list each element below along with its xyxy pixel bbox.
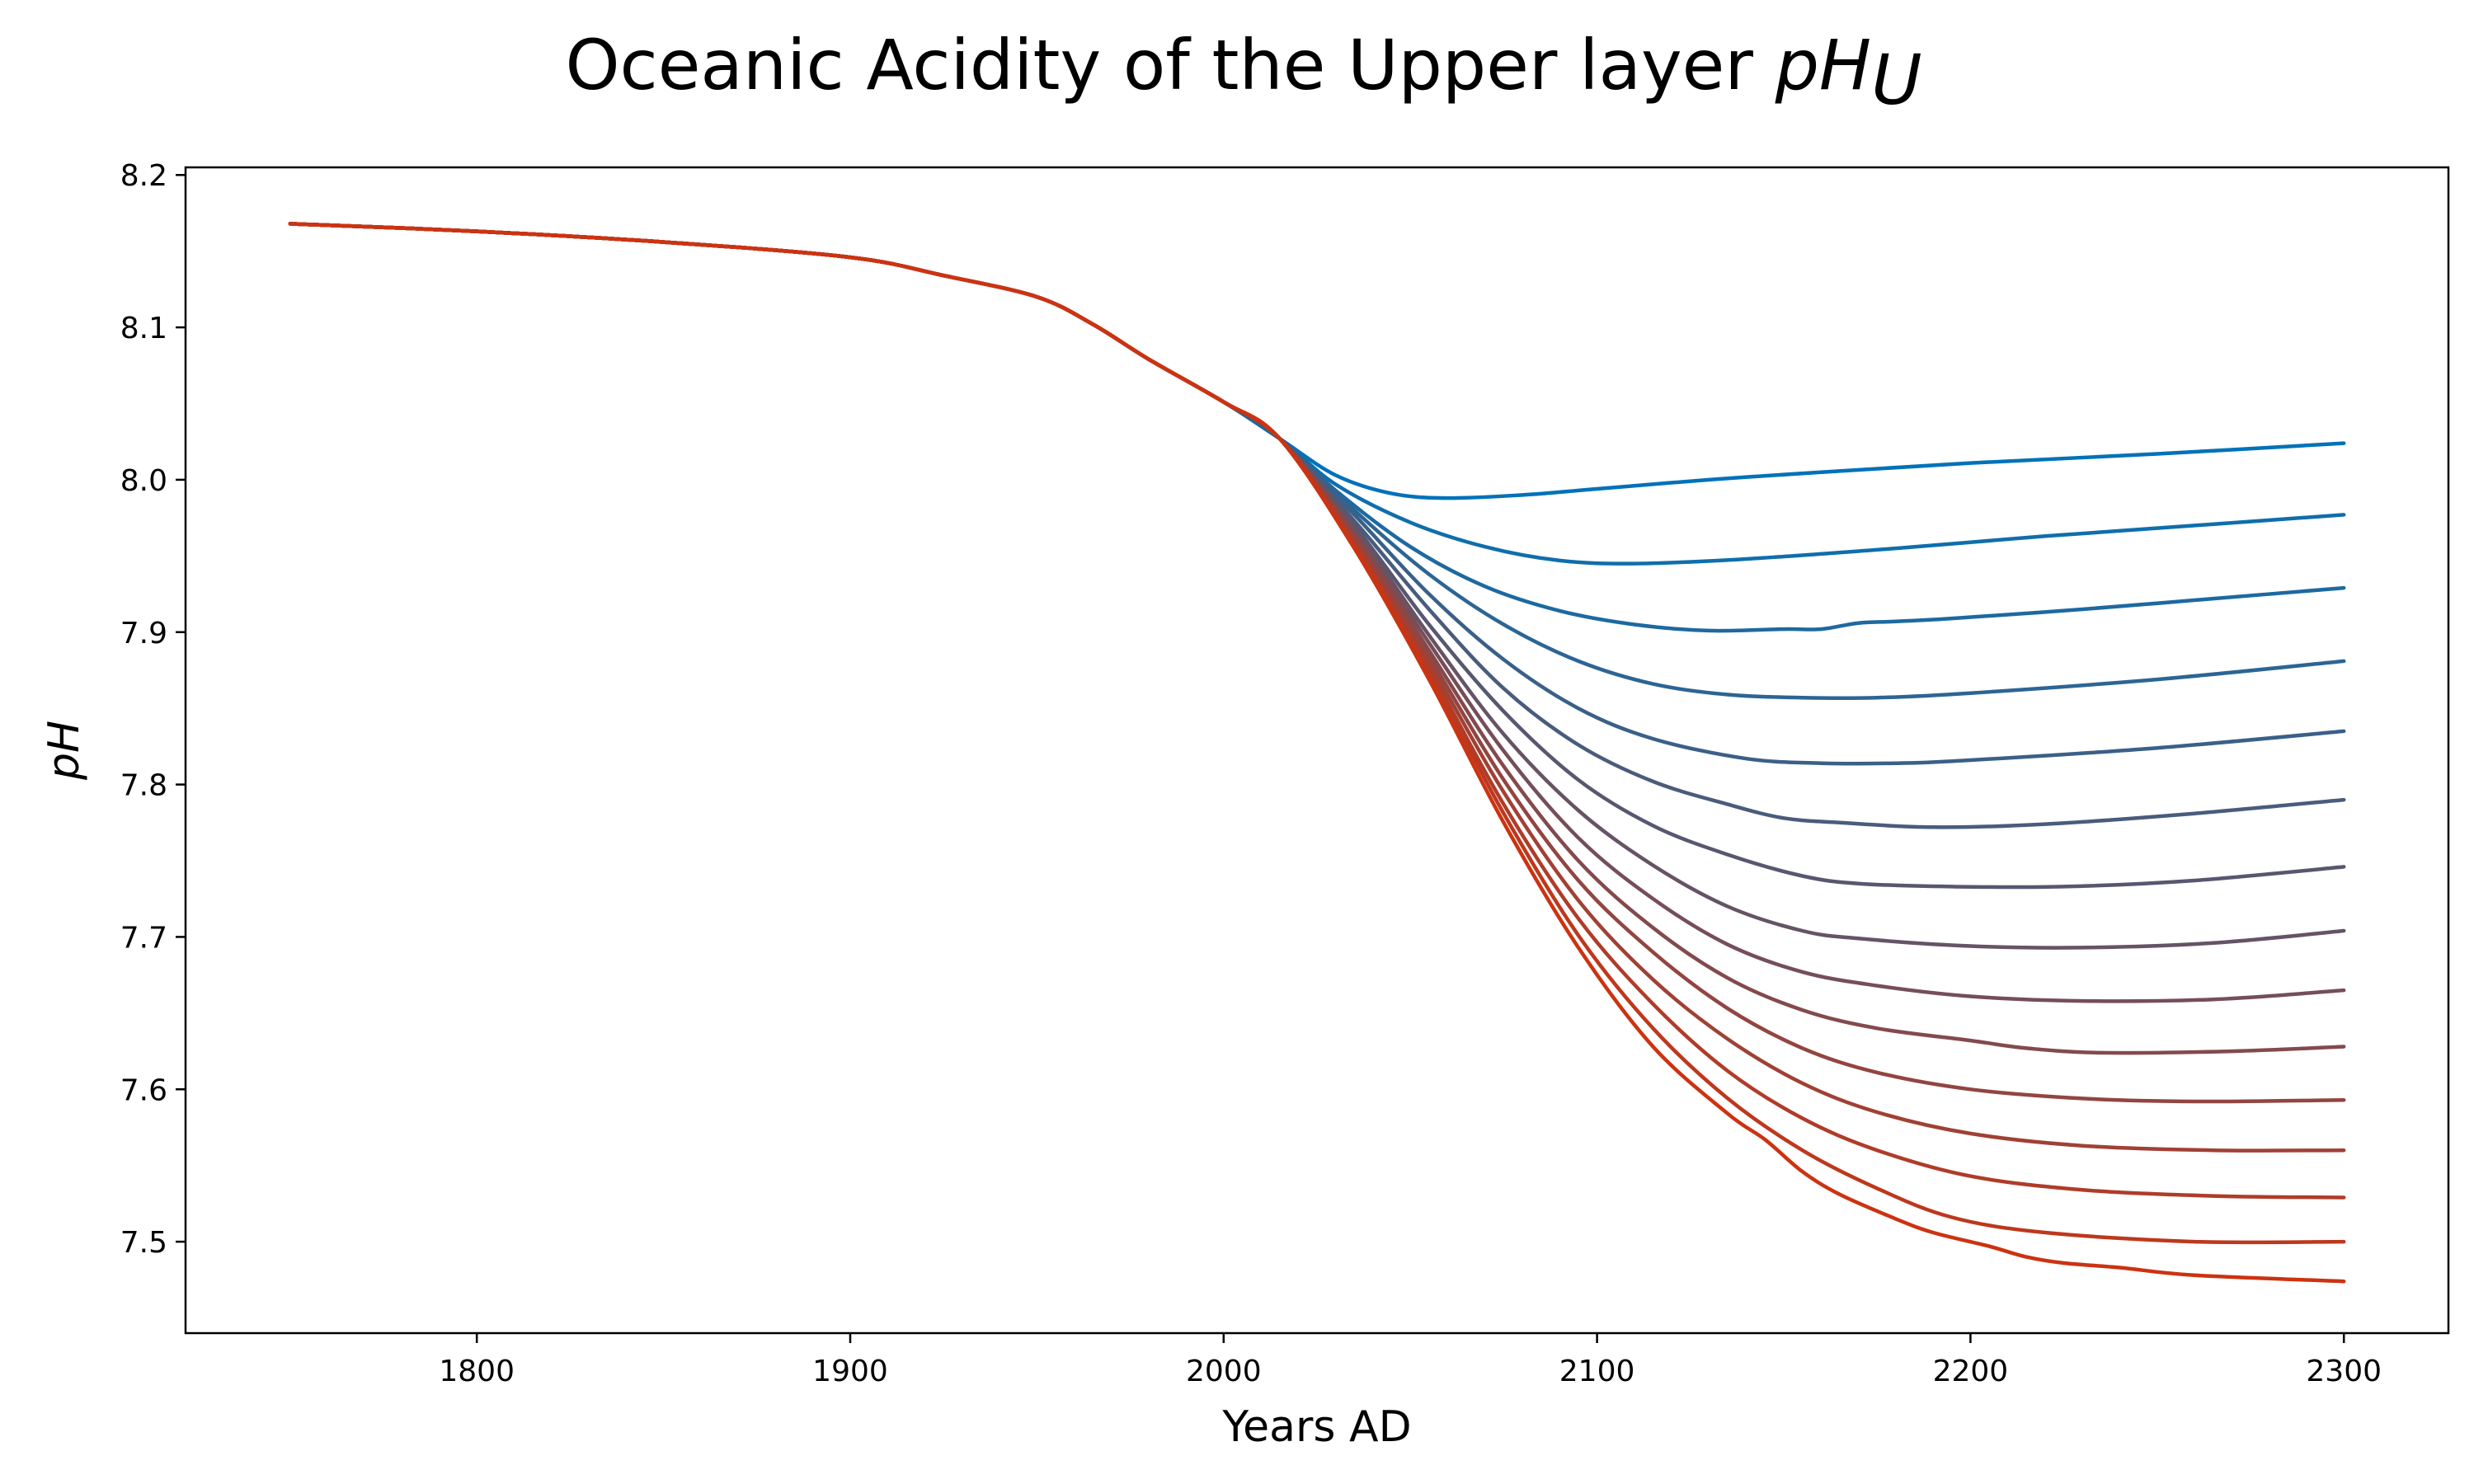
x-tick-label: 2100 [1559, 1355, 1635, 1388]
chart-title-text: Oceanic Acidity of the Upper layer [565, 25, 1753, 106]
series-line-6 [288, 222, 2346, 829]
x-tick-label: 2300 [2306, 1355, 2382, 1388]
y-tick-label: 8.2 [120, 159, 167, 193]
series-line-8 [288, 222, 2346, 950]
series-line-2 [288, 222, 2346, 566]
x-tick-label: 2200 [1933, 1355, 2009, 1388]
y-axis-label: pH [40, 721, 89, 781]
series-line-15 [288, 222, 2346, 1284]
y-tick-label: 8.0 [120, 464, 167, 498]
y-tick-label: 7.9 [120, 617, 167, 650]
series-line-1 [288, 222, 2346, 500]
y-tick-label: 8.1 [120, 312, 167, 345]
chart-title: Oceanic Acidity of the Upper layer pHU [565, 25, 1921, 120]
chart-title-math: pH [1775, 25, 1871, 106]
y-tick-label: 7.5 [120, 1226, 167, 1260]
x-tick-label: 1800 [439, 1355, 515, 1388]
series-line-14 [288, 222, 2346, 1245]
x-tick-label: 2000 [1186, 1355, 1262, 1388]
series-line-7 [288, 222, 2346, 890]
chart-title-math-subscript: U [1871, 40, 1921, 120]
y-tick-label: 7.7 [120, 921, 167, 955]
series-lines [288, 222, 2346, 1284]
y-tick-label: 7.8 [120, 769, 167, 803]
series-line-11 [288, 222, 2346, 1104]
plot-frame [184, 166, 2450, 1335]
y-tick-label: 7.6 [120, 1073, 167, 1107]
x-axis-label: Years AD [1221, 1402, 1411, 1452]
series-line-10 [288, 222, 2346, 1055]
series-line-13 [288, 222, 2346, 1200]
x-tick-label: 1900 [812, 1355, 888, 1388]
series-line-5 [288, 222, 2346, 766]
series-line-3 [288, 222, 2346, 633]
axis-ticks: 1800 1900 2000 2100 2200 2300 7.5 7.6 7.7 7.8 7.9 8… [120, 159, 2382, 1388]
